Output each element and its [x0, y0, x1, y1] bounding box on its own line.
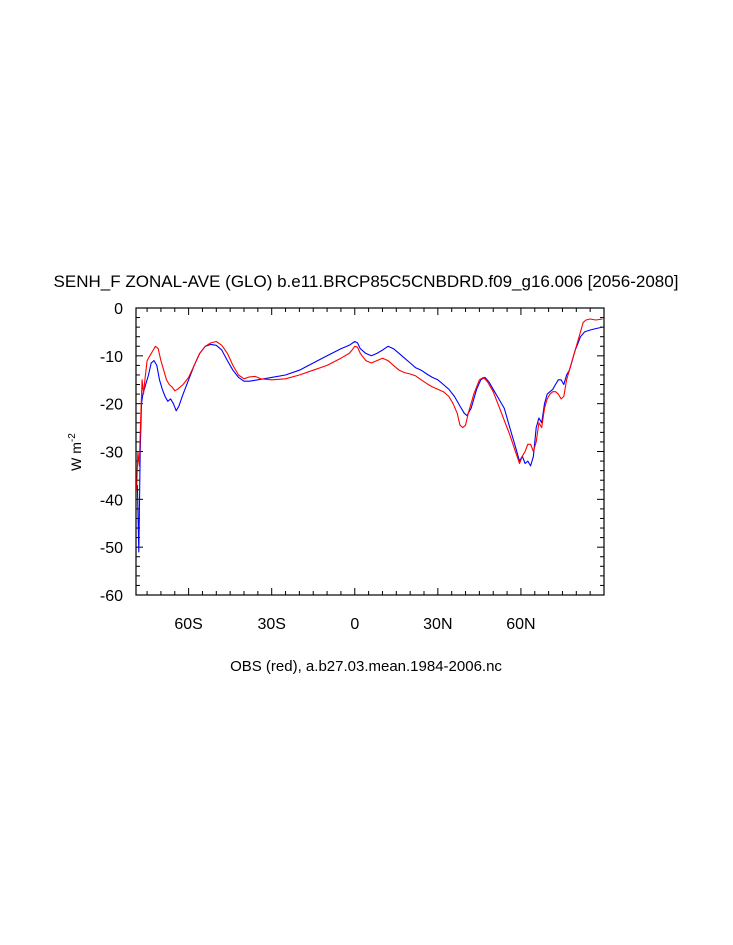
y-tick-label: -50 — [100, 540, 123, 557]
y-tick-label: -60 — [100, 588, 123, 605]
series-line-1 — [136, 326, 603, 553]
y-tick-labels: 0 -10 -20 -30 -40 -50 -60 — [100, 301, 123, 605]
series-lines — [136, 318, 603, 553]
y-tick-label: -40 — [100, 492, 123, 509]
y-axis-title-text: W m — [68, 442, 84, 471]
x-tick-label: 0 — [350, 616, 359, 633]
y-axis-title-exponent: -2 — [67, 433, 78, 442]
minor-ticks — [136, 308, 604, 595]
chart-caption: OBS (red), a.b27.03.mean.1984-2006.nc — [230, 658, 502, 675]
x-tick-label: 30S — [257, 616, 285, 633]
series-line-2 — [136, 318, 603, 490]
x-tick-label: 60S — [174, 616, 202, 633]
chart-title: SENH_F ZONAL-AVE (GLO) b.e11.BRCP85C5CNB… — [54, 272, 679, 291]
y-axis-title: W m-2 — [67, 433, 84, 471]
x-tick-label: 60N — [506, 616, 535, 633]
x-tick-labels: 60S 30S 0 30N 60N — [174, 616, 535, 633]
x-tick-label: 30N — [423, 616, 452, 633]
y-tick-label: -20 — [100, 397, 123, 414]
y-tick-label: -10 — [100, 349, 123, 366]
y-tick-label: 0 — [114, 301, 123, 318]
y-tick-label: -30 — [100, 445, 123, 462]
